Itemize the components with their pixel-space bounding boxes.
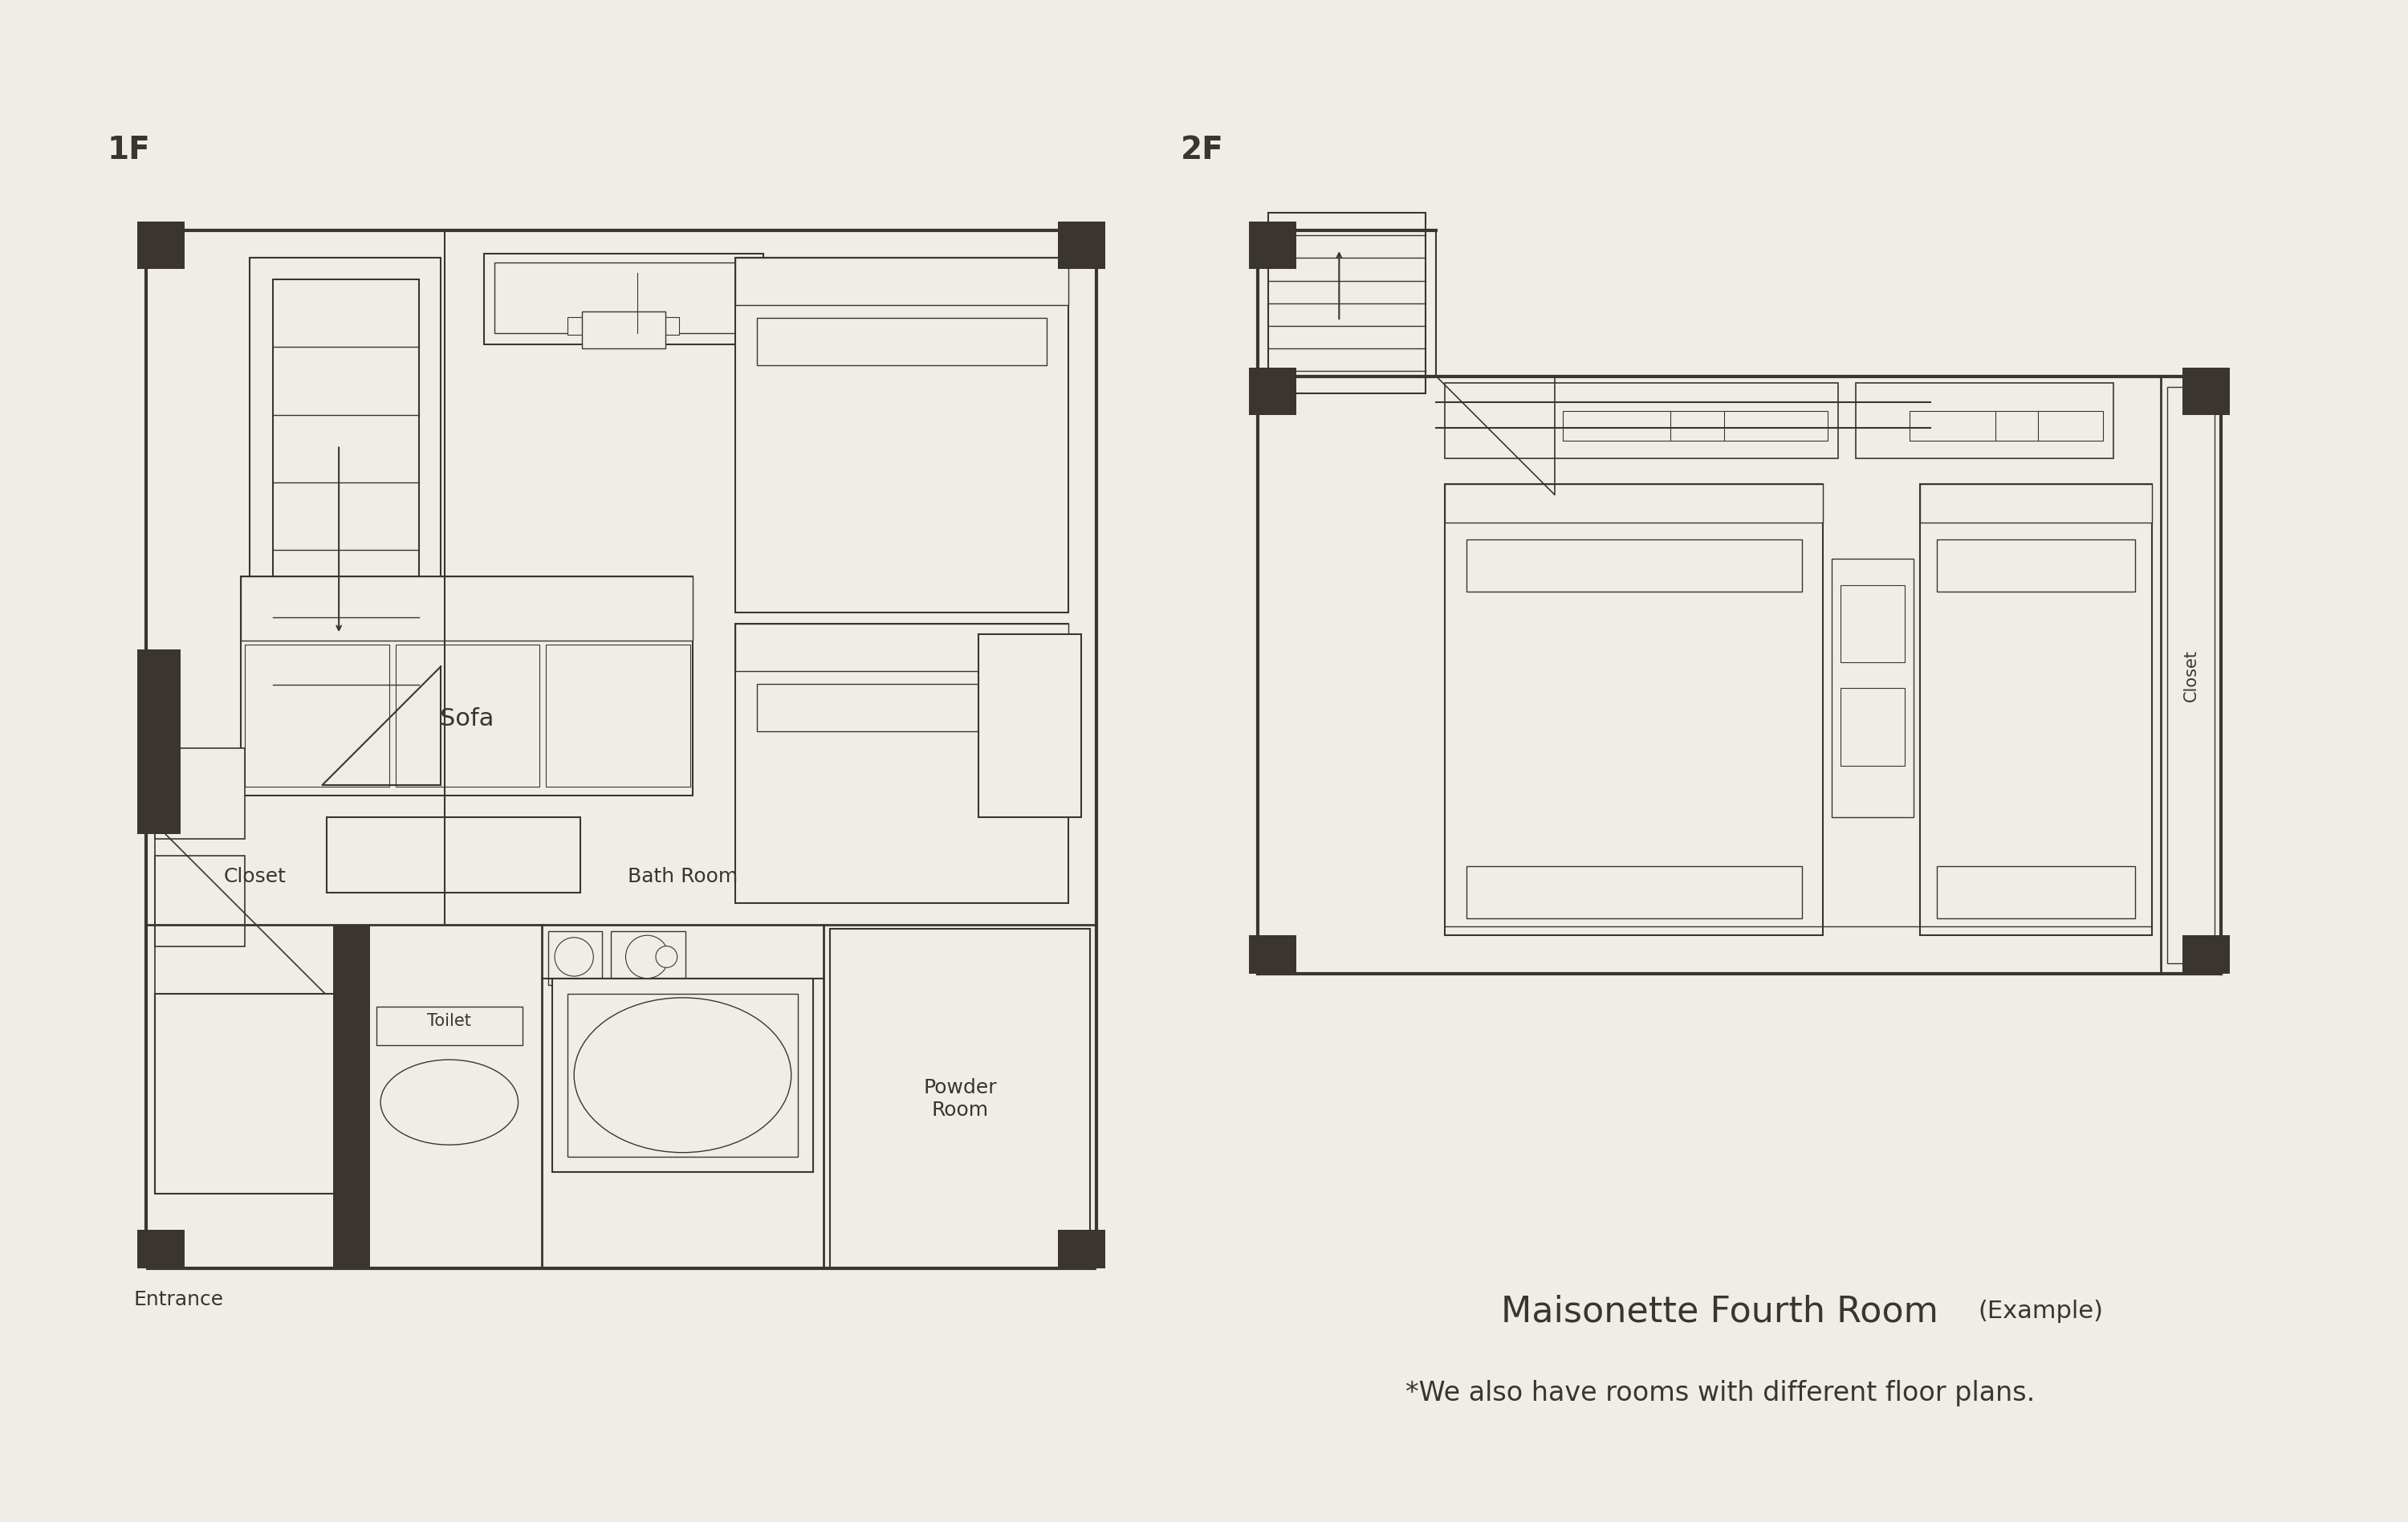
- Text: Powder
Room: Powder Room: [922, 1078, 997, 1120]
- Bar: [376, 1006, 523, 1046]
- Bar: [327, 817, 580, 892]
- Text: (Example): (Example): [1977, 1300, 2102, 1323]
- Bar: [734, 259, 1069, 613]
- Bar: [583, 312, 665, 349]
- Bar: [756, 683, 1047, 731]
- Circle shape: [655, 947, 677, 968]
- Bar: [1910, 411, 2102, 441]
- Text: 1F: 1F: [108, 135, 152, 166]
- Bar: [137, 222, 185, 269]
- Text: Closet: Closet: [2182, 648, 2199, 702]
- Bar: [734, 259, 1069, 306]
- Bar: [568, 994, 797, 1157]
- Bar: [2182, 936, 2230, 974]
- Bar: [831, 928, 1091, 1269]
- Bar: [756, 318, 1047, 365]
- Ellipse shape: [573, 998, 792, 1152]
- Bar: [2167, 387, 2215, 963]
- Bar: [1466, 540, 1801, 592]
- Text: Toilet: Toilet: [426, 1014, 472, 1029]
- Bar: [547, 644, 691, 787]
- Bar: [1919, 484, 2153, 936]
- Circle shape: [554, 938, 592, 976]
- Bar: [1445, 484, 1823, 522]
- Bar: [332, 924, 371, 1269]
- Bar: [551, 989, 811, 1049]
- Bar: [1936, 866, 2136, 918]
- Bar: [241, 577, 694, 796]
- Bar: [241, 577, 694, 641]
- Bar: [1057, 1230, 1105, 1269]
- Bar: [137, 1230, 185, 1269]
- Bar: [1563, 411, 1828, 441]
- Bar: [272, 280, 419, 752]
- Bar: [1269, 213, 1426, 394]
- Bar: [1250, 368, 1296, 416]
- Text: Sofa: Sofa: [441, 708, 494, 731]
- Bar: [1250, 222, 1296, 269]
- Bar: [1840, 584, 1905, 662]
- Bar: [978, 635, 1081, 817]
- Circle shape: [626, 936, 669, 979]
- Bar: [137, 1230, 185, 1269]
- Bar: [1840, 688, 1905, 766]
- Bar: [1919, 484, 2153, 522]
- Bar: [1057, 222, 1105, 269]
- Bar: [250, 259, 441, 775]
- Bar: [1466, 866, 1801, 918]
- Text: Bath Room: Bath Room: [628, 866, 737, 886]
- Bar: [2182, 368, 2230, 416]
- Text: Maisonette Fourth Room: Maisonette Fourth Room: [1500, 1294, 1938, 1329]
- Text: Closet: Closet: [224, 866, 287, 886]
- Bar: [395, 644, 539, 787]
- Bar: [568, 317, 679, 335]
- Bar: [612, 931, 686, 985]
- Bar: [551, 979, 811, 1172]
- Bar: [484, 254, 763, 344]
- Bar: [1445, 484, 1823, 936]
- Bar: [549, 931, 602, 985]
- Text: *We also have rooms with different floor plans.: *We also have rooms with different floor…: [1406, 1380, 2035, 1406]
- Bar: [1445, 382, 1837, 458]
- Bar: [154, 994, 354, 1193]
- Bar: [1936, 540, 2136, 592]
- Bar: [734, 624, 1069, 671]
- Bar: [1250, 936, 1296, 974]
- Bar: [154, 749, 246, 839]
- Bar: [154, 855, 246, 947]
- Ellipse shape: [380, 1059, 518, 1145]
- Text: Entrance: Entrance: [132, 1291, 224, 1309]
- Bar: [137, 650, 181, 834]
- Bar: [246, 644, 390, 787]
- Bar: [734, 624, 1069, 903]
- Bar: [494, 262, 751, 333]
- Bar: [1857, 382, 2114, 458]
- Bar: [1832, 559, 1914, 817]
- Text: 2F: 2F: [1180, 135, 1223, 166]
